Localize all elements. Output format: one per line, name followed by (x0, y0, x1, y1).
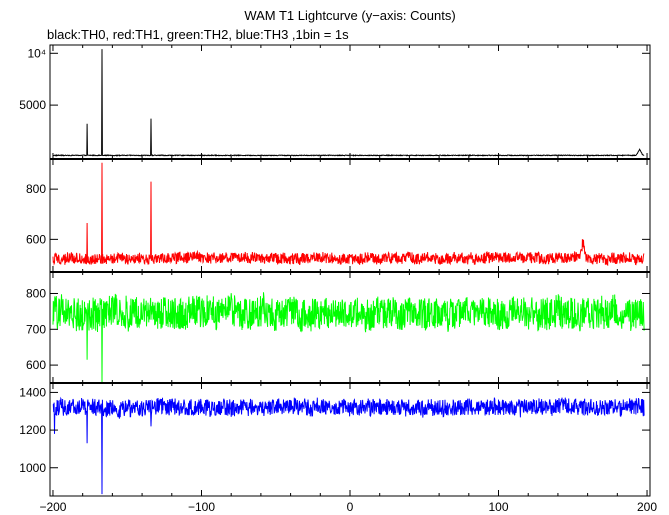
x-tick-label: 100 (488, 500, 508, 514)
panel-frame (49, 44, 651, 160)
series-th3 (52, 396, 645, 495)
series-th1 (52, 162, 645, 266)
y-tick-label: 1200 (19, 423, 46, 437)
panel-frame (49, 271, 651, 384)
x-tick-label: −200 (39, 500, 66, 514)
y-tick-label: 1400 (19, 385, 46, 399)
panel-th0: 5000 10⁴ (19, 44, 651, 160)
chart-subtitle: black:TH0, red:TH1, green:TH2, blue:TH3 … (47, 27, 349, 42)
y-tick-label: 10⁴ (27, 46, 46, 60)
panel-th1: 600 800 (26, 158, 651, 273)
x-tick-label: −100 (188, 500, 215, 514)
x-tick-label: 200 (637, 500, 657, 514)
y-tick-label: 1000 (19, 461, 46, 475)
y-tick-label: 5000 (19, 98, 46, 112)
panel-frame (49, 382, 651, 497)
y-tick-label: 600 (26, 232, 46, 246)
panel-th2: 600 700 800 (26, 271, 651, 384)
y-tick-label: 800 (26, 182, 46, 196)
series-th0 (52, 49, 645, 157)
panel-th3: 1000 1200 1400 (19, 382, 651, 497)
x-tick-label: 0 (347, 500, 354, 514)
chart-title: WAM T1 Lightcurve (y−axis: Counts) (244, 8, 456, 23)
y-tick-label: 800 (26, 286, 46, 300)
series-th2 (52, 292, 645, 384)
y-tick-label: 700 (26, 322, 46, 336)
y-tick-label: 600 (26, 358, 46, 372)
